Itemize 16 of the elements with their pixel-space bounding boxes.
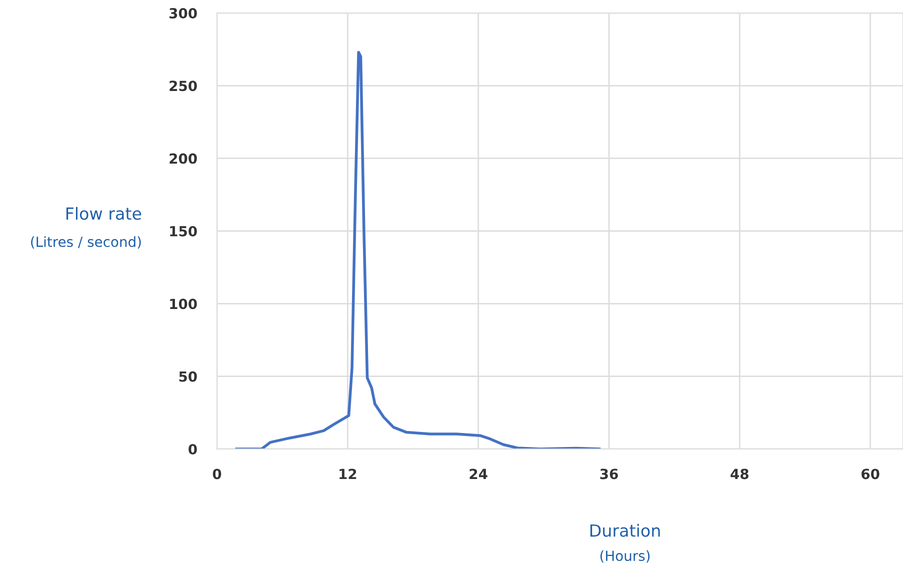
x-tick-label: 60: [862, 468, 880, 480]
line-series: [235, 50, 601, 449]
x-axis-title: Duration (Hours): [590, 524, 660, 563]
x-tick-label: 36: [600, 468, 618, 480]
x-tick-label: 48: [730, 468, 748, 480]
y-tick-label: 100: [170, 298, 197, 310]
y-tick-label: 50: [179, 371, 197, 382]
x-tick-label: 0: [212, 468, 222, 480]
y-axis-title: Flow rate (Litres / second): [31, 206, 142, 249]
y-tick-label: 300: [169, 8, 197, 18]
x-tick-label: 12: [340, 468, 356, 479]
y-tick-label: 250: [170, 80, 197, 92]
x-tick-label: 24: [470, 468, 488, 479]
y-tick-label: 200: [170, 153, 197, 164]
y-tick-label: 150: [170, 226, 197, 236]
y-tick-label: 0: [188, 444, 197, 454]
